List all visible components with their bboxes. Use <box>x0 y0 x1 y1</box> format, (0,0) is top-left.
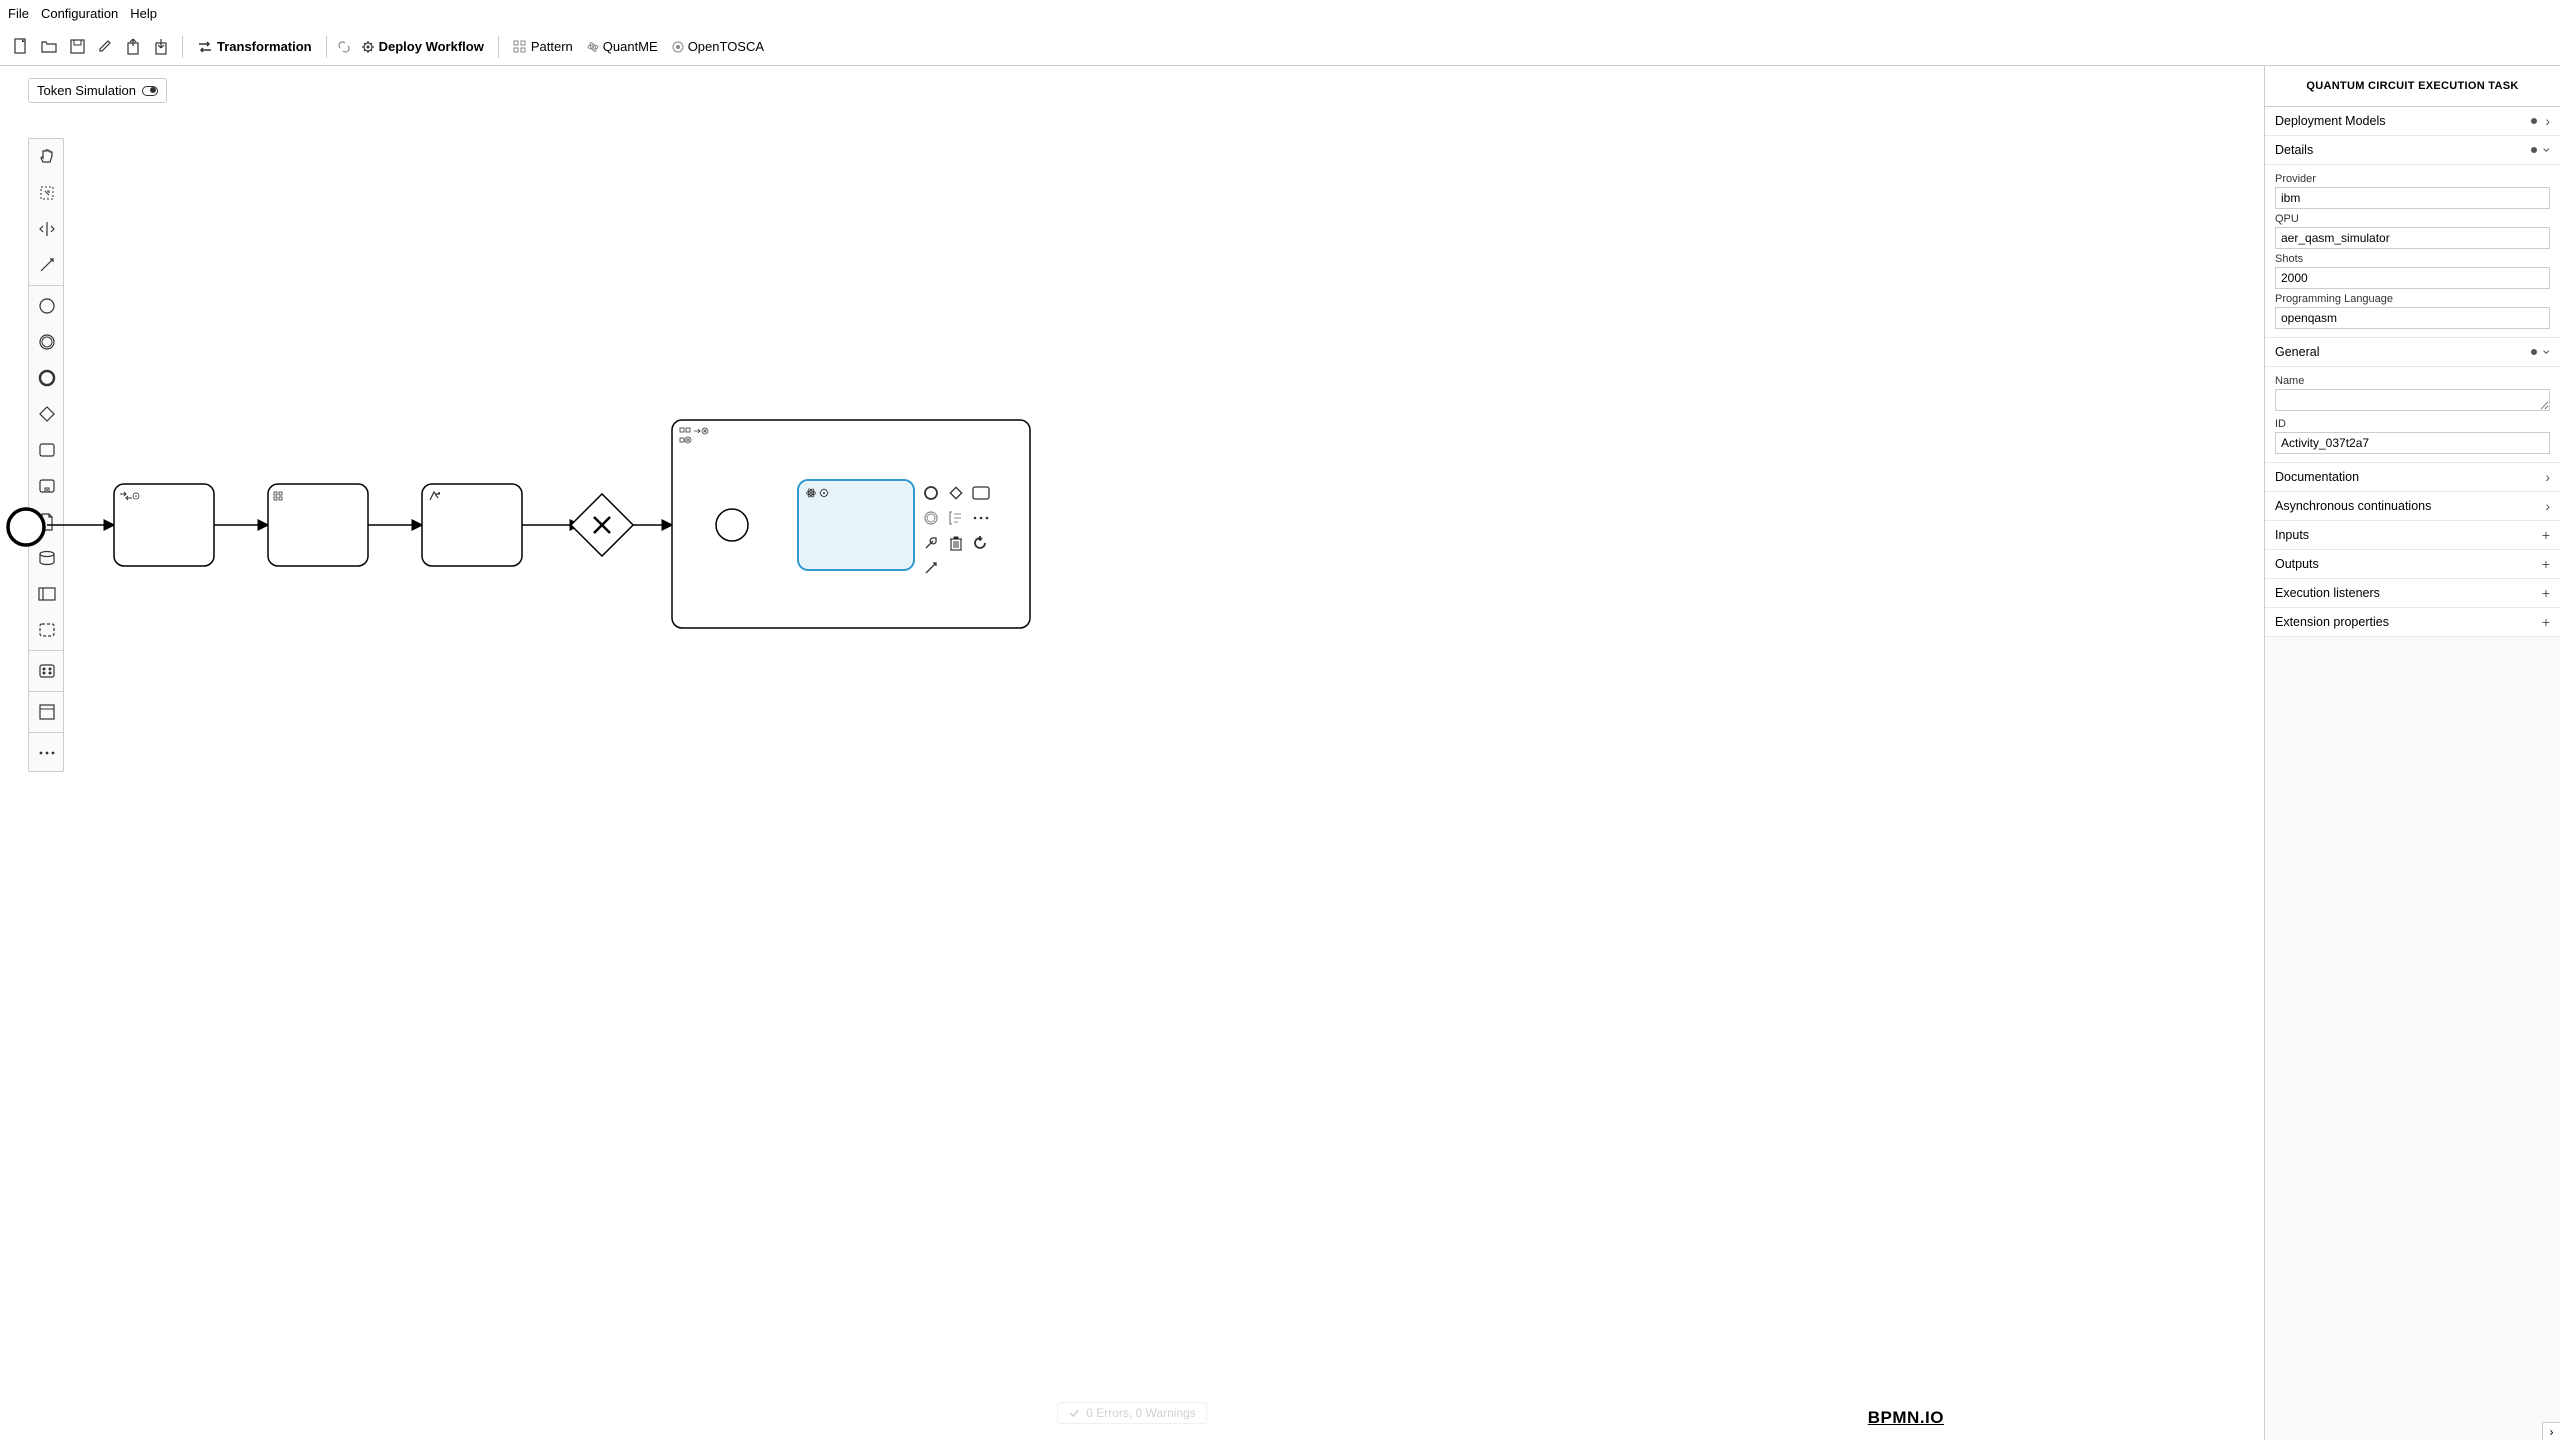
section-label: Details <box>2275 143 2313 157</box>
delete-icon[interactable] <box>945 532 967 554</box>
section-details-body: Provider QPU Shots Programming Language <box>2265 165 2560 338</box>
field-label-programming-language: Programming Language <box>2275 293 2550 305</box>
check-icon <box>1068 1407 1080 1419</box>
save-icon[interactable] <box>64 34 90 60</box>
connect-icon[interactable] <box>920 557 942 579</box>
annotation-icon[interactable] <box>945 507 967 529</box>
toolbar-separator <box>498 36 499 58</box>
section-label: Asynchronous continuations <box>2275 499 2431 513</box>
upload-icon[interactable] <box>120 34 146 60</box>
status-bar-label: 0 Errors, 0 Warnings <box>1086 1406 1196 1420</box>
name-input[interactable] <box>2275 389 2550 411</box>
append-event-icon[interactable] <box>920 482 942 504</box>
gear-icon <box>361 40 375 54</box>
deploy-workflow-button[interactable]: Deploy Workflow <box>355 34 490 60</box>
toolbar: Transformation Deploy Workflow Pattern Q… <box>0 28 2560 66</box>
section-general[interactable]: General › <box>2265 338 2560 367</box>
dot-icon <box>2531 349 2537 355</box>
plus-icon[interactable]: + <box>2542 527 2550 543</box>
append-gateway-icon[interactable] <box>945 482 967 504</box>
chevron-down-icon: › <box>2540 148 2556 153</box>
menu-help[interactable]: Help <box>130 6 157 21</box>
deploy-workflow-label: Deploy Workflow <box>379 39 484 54</box>
field-label-provider: Provider <box>2275 173 2550 185</box>
section-label: Documentation <box>2275 470 2359 484</box>
provider-input[interactable] <box>2275 187 2550 209</box>
section-inputs[interactable]: Inputs + <box>2265 521 2560 550</box>
transformation-icon <box>197 40 213 54</box>
wrench-icon[interactable] <box>920 532 942 554</box>
field-label-shots: Shots <box>2275 253 2550 265</box>
id-input[interactable] <box>2275 432 2550 454</box>
pattern-icon <box>513 40 527 54</box>
menu-configuration[interactable]: Configuration <box>41 6 118 21</box>
context-pad <box>920 482 992 579</box>
section-label: Extension properties <box>2275 615 2389 629</box>
loop-icon[interactable] <box>970 532 992 554</box>
section-label: Inputs <box>2275 528 2309 542</box>
bpmn-logo[interactable]: BPMN.IO <box>1868 1408 1944 1428</box>
panel-header: QUANTUM CIRCUIT EXECUTION TASK <box>2265 66 2560 107</box>
programming-language-input[interactable] <box>2275 307 2550 329</box>
field-label-name: Name <box>2275 375 2550 387</box>
download-icon[interactable] <box>148 34 174 60</box>
opentosca-button[interactable]: OpenTOSCA <box>666 34 770 60</box>
link-icon[interactable] <box>335 38 353 56</box>
opentosca-label: OpenTOSCA <box>688 39 764 54</box>
append-task-icon[interactable] <box>970 482 992 504</box>
tosca-icon <box>672 41 684 53</box>
transformation-button[interactable]: Transformation <box>191 34 318 60</box>
section-execution-listeners[interactable]: Execution listeners + <box>2265 579 2560 608</box>
quantme-label: QuantME <box>603 39 658 54</box>
field-label-id: ID <box>2275 418 2550 430</box>
append-intermediate-icon[interactable] <box>920 507 942 529</box>
section-label: Outputs <box>2275 557 2319 571</box>
plus-icon[interactable]: + <box>2542 614 2550 630</box>
chevron-down-icon: › <box>2540 350 2556 355</box>
section-general-body: Name ID <box>2265 367 2560 463</box>
section-extension-properties[interactable]: Extension properties + <box>2265 608 2560 637</box>
panel-toggle-button[interactable]: › <box>2542 1422 2560 1440</box>
end-event-node[interactable] <box>8 509 44 545</box>
plus-icon[interactable]: + <box>2542 585 2550 601</box>
transformation-label: Transformation <box>217 39 312 54</box>
bpmn-canvas[interactable] <box>0 66 2264 1440</box>
section-outputs[interactable]: Outputs + <box>2265 550 2560 579</box>
section-label: Deployment Models <box>2275 114 2385 128</box>
menu-file[interactable]: File <box>8 6 29 21</box>
chevron-right-icon: › <box>2545 498 2550 514</box>
status-bar[interactable]: 0 Errors, 0 Warnings <box>1057 1402 1207 1424</box>
open-file-icon[interactable] <box>36 34 62 60</box>
edit-icon[interactable] <box>92 34 118 60</box>
chevron-right-icon: › <box>2545 469 2550 485</box>
section-label: General <box>2275 345 2319 359</box>
task-node[interactable] <box>268 484 368 566</box>
plus-icon[interactable]: + <box>2542 556 2550 572</box>
more-icon[interactable] <box>970 507 992 529</box>
atom-icon <box>587 41 599 53</box>
canvas-area[interactable]: Token Simulation <box>0 66 2264 1440</box>
section-documentation[interactable]: Documentation › <box>2265 463 2560 492</box>
dot-icon <box>2531 118 2537 124</box>
main-area: Token Simulation <box>0 66 2560 1440</box>
toolbar-separator <box>326 36 327 58</box>
section-label: Execution listeners <box>2275 586 2380 600</box>
properties-panel: QUANTUM CIRCUIT EXECUTION TASK Deploymen… <box>2264 66 2560 1440</box>
task-node[interactable] <box>114 484 214 566</box>
new-file-icon[interactable] <box>8 34 34 60</box>
toolbar-separator <box>182 36 183 58</box>
qpu-input[interactable] <box>2275 227 2550 249</box>
section-async-continuations[interactable]: Asynchronous continuations › <box>2265 492 2560 521</box>
start-event-node[interactable] <box>716 509 748 541</box>
field-label-qpu: QPU <box>2275 213 2550 225</box>
menu-bar: File Configuration Help <box>0 0 2560 28</box>
shots-input[interactable] <box>2275 267 2550 289</box>
pattern-button[interactable]: Pattern <box>507 34 579 60</box>
quantme-button[interactable]: QuantME <box>581 34 664 60</box>
section-deployment-models[interactable]: Deployment Models › <box>2265 107 2560 136</box>
chevron-right-icon: › <box>2545 113 2550 129</box>
dot-icon <box>2531 147 2537 153</box>
pattern-label: Pattern <box>531 39 573 54</box>
section-details[interactable]: Details › <box>2265 136 2560 165</box>
